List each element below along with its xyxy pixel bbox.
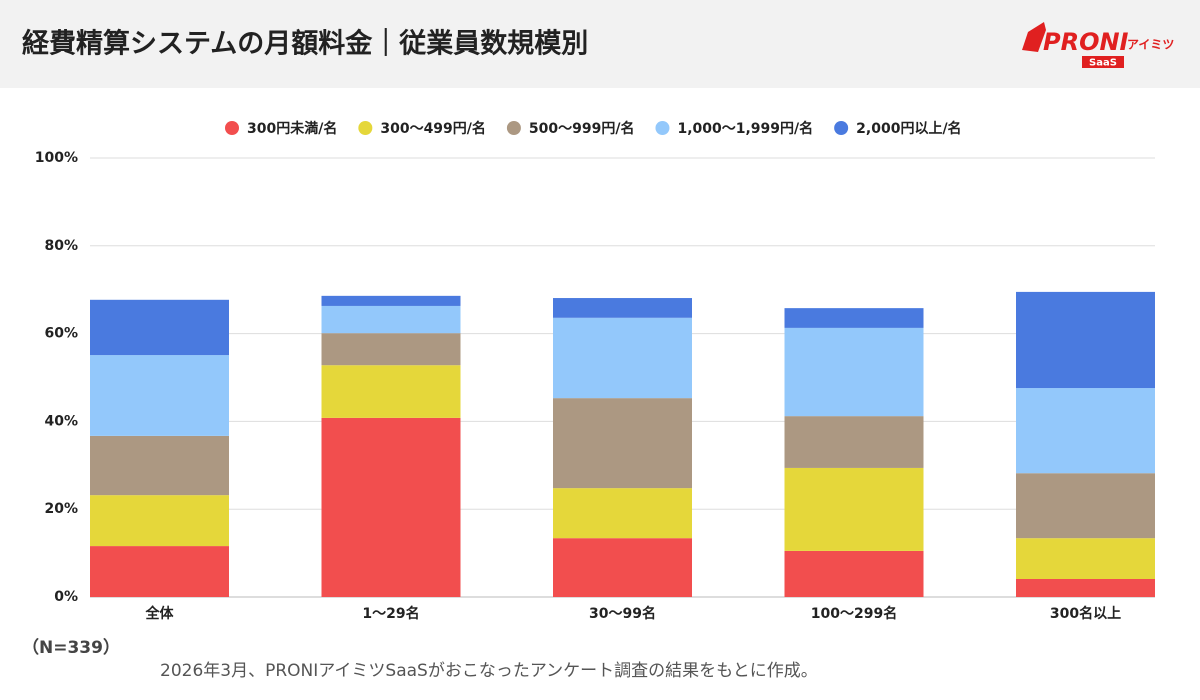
legend-label: 300円未満/名 [247,120,337,137]
bar-segment [1016,579,1155,597]
bar-segment [1016,473,1155,539]
bar-segment [553,317,692,399]
bar-segment [321,295,461,306]
bar-segment [321,365,461,418]
logo-badge: SaaS [1089,58,1117,69]
logo-mark [1022,22,1046,52]
bar-segment [90,299,229,356]
logo-sub: アイミツ [1127,38,1174,52]
x-tick-label: 1〜29名 [362,605,419,622]
bar-segment [784,416,924,468]
bar-segment [553,298,692,318]
legend-swatch [225,121,239,135]
legend-swatch [655,121,670,135]
y-tick-label: 0% [54,589,78,605]
bar-segment [321,417,461,597]
logo-badge-bg [1082,56,1124,68]
legend-label: 1,000〜1,999円/名 [677,120,813,137]
legend-swatch [358,121,373,135]
bar-segment [90,355,229,436]
bar-segment [321,333,461,366]
x-tick-label: 100〜299名 [811,605,897,622]
bar-segment [90,495,229,547]
x-tick-label: 全体 [145,605,175,622]
y-tick-label: 80% [44,238,78,254]
bar-segment [553,398,692,489]
sample-size: （N=339） [22,637,120,658]
bar-segment [1016,388,1155,474]
legend-swatch [506,121,521,135]
bar-segment [553,538,692,597]
bar-segment [90,435,229,496]
x-tick-label: 30〜99名 [589,605,656,622]
bar-segment [784,327,924,417]
legend-swatch [834,121,849,135]
bar-segment [1016,538,1155,580]
legend-label: 500〜999円/名 [529,120,635,137]
bar-segment [321,305,461,334]
bar-segment [784,308,924,328]
logo-brand: PRONI [1043,28,1129,56]
y-tick-label: 60% [44,326,78,342]
legend-label: 2,000円以上/名 [856,120,961,137]
chart-title: 経費精算システムの月額料金｜従業員数規模別 [22,28,588,60]
legend-label: 300〜499円/名 [380,120,486,137]
header-band [0,0,1200,88]
bar-segment [784,467,924,551]
x-tick-label: 300名以上 [1050,605,1121,622]
bar-segment [784,550,924,597]
y-tick-label: 20% [44,501,78,517]
footnote: 2026年3月、PRONIアイミツSaaSがおこなったアンケート調査の結果をもと… [160,661,818,681]
bar-segment [1016,291,1155,389]
y-tick-label: 40% [44,413,78,429]
bar-segment [90,546,229,597]
y-tick-label: 100% [35,150,78,166]
bar-segment [553,488,692,539]
